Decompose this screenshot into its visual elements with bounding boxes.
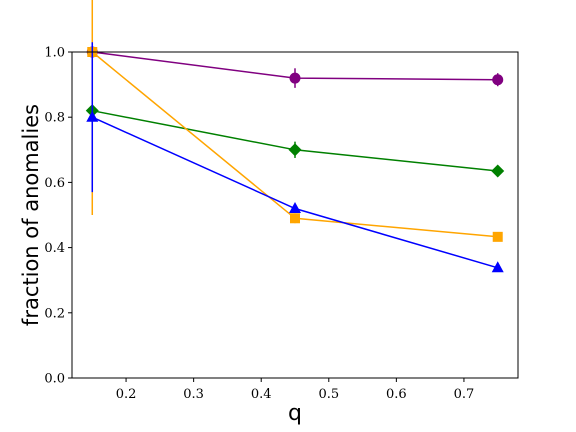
- y-tick-label: 1.0: [44, 46, 65, 61]
- series-triangle: [86, 42, 504, 273]
- series-diamond: [85, 104, 505, 178]
- axis-ticks: 0.2 0.3 0.4 0.5 0.6 0.7 0.0 0.2 0.4 0.6 0.8 1.0: [44, 46, 474, 403]
- x-axis-label: q: [288, 401, 302, 426]
- series-layer: [85, 0, 505, 273]
- data-point: [491, 164, 505, 178]
- x-tick-label: 0.3: [183, 387, 204, 402]
- y-tick-label: 0.2: [44, 306, 65, 321]
- x-tick-label: 0.7: [454, 387, 475, 402]
- data-point: [290, 213, 300, 224]
- data-point: [492, 231, 503, 242]
- x-tick-label: 0.5: [318, 387, 339, 402]
- data-point: [492, 74, 504, 86]
- y-axis-label: fraction of anomalies: [19, 104, 43, 326]
- data-point: [289, 72, 301, 84]
- data-point: [288, 143, 302, 157]
- plot-frame: [71, 51, 519, 379]
- y-tick-label: 0.8: [44, 111, 65, 126]
- x-tick-label: 0.6: [386, 387, 407, 402]
- y-tick-label: 0.6: [44, 176, 65, 191]
- x-tick-label: 0.2: [116, 387, 137, 402]
- data-point: [491, 261, 504, 273]
- data-point: [86, 110, 99, 122]
- y-tick-label: 0.4: [44, 241, 65, 256]
- data-point: [289, 201, 301, 213]
- y-tick-label: 0.0: [44, 372, 65, 387]
- x-tick-label: 0.4: [251, 387, 272, 402]
